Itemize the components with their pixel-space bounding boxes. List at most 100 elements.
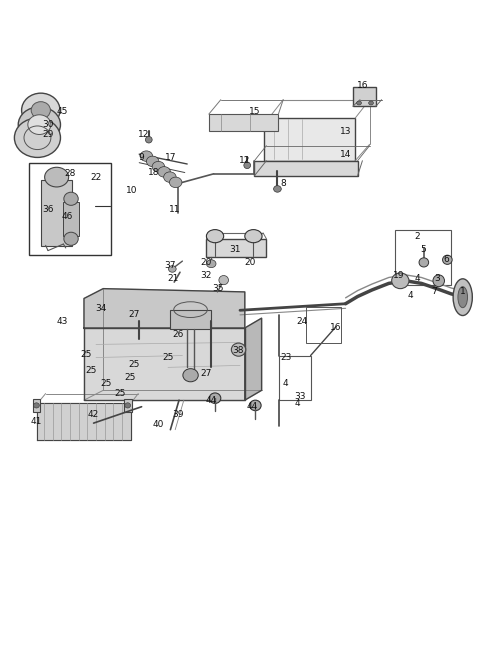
Ellipse shape [419, 258, 429, 267]
Polygon shape [37, 403, 131, 440]
Text: 9: 9 [139, 153, 144, 162]
Text: 25: 25 [114, 389, 126, 398]
Ellipse shape [274, 186, 281, 192]
Ellipse shape [45, 167, 69, 187]
Text: 34: 34 [95, 304, 107, 313]
Ellipse shape [458, 287, 468, 308]
Ellipse shape [231, 343, 246, 356]
Text: 23: 23 [280, 353, 291, 362]
Ellipse shape [206, 230, 224, 243]
Bar [33, 399, 40, 412]
Text: 4: 4 [283, 379, 288, 388]
Text: 24: 24 [297, 317, 308, 326]
Ellipse shape [244, 162, 251, 169]
Text: 38: 38 [232, 346, 243, 356]
Ellipse shape [245, 230, 262, 243]
Text: 1: 1 [460, 287, 466, 297]
Text: 33: 33 [294, 392, 306, 401]
Bar [264, 118, 355, 161]
Text: 5: 5 [420, 245, 426, 254]
Text: 25: 25 [85, 366, 97, 375]
Ellipse shape [18, 107, 60, 142]
FancyBboxPatch shape [29, 163, 111, 255]
Text: 13: 13 [340, 127, 351, 136]
Text: 17: 17 [165, 153, 176, 162]
Text: 8: 8 [280, 179, 286, 188]
Text: 15: 15 [249, 107, 260, 116]
Text: 25: 25 [162, 353, 174, 362]
Text: 7: 7 [432, 287, 437, 297]
Polygon shape [84, 328, 245, 400]
Ellipse shape [206, 260, 216, 268]
Ellipse shape [14, 118, 60, 157]
Text: 44: 44 [246, 402, 258, 411]
Bar [279, 356, 311, 400]
Text: 27: 27 [201, 369, 212, 379]
Text: 41: 41 [30, 417, 42, 426]
Text: 22: 22 [90, 173, 102, 182]
Ellipse shape [140, 151, 153, 161]
Bar [209, 114, 278, 131]
Polygon shape [84, 289, 245, 328]
Ellipse shape [169, 177, 182, 188]
Text: 4: 4 [295, 399, 300, 408]
Text: 3: 3 [434, 274, 440, 283]
Ellipse shape [152, 161, 165, 172]
Ellipse shape [146, 156, 159, 167]
Text: 2: 2 [415, 232, 420, 241]
Text: 4: 4 [415, 274, 420, 283]
Text: 18: 18 [148, 168, 159, 177]
Text: 45: 45 [57, 107, 68, 116]
Text: 20: 20 [244, 258, 255, 267]
Ellipse shape [392, 273, 409, 289]
Ellipse shape [168, 266, 176, 272]
Ellipse shape [28, 115, 51, 134]
Text: 28: 28 [64, 169, 75, 178]
Bar [353, 87, 376, 106]
Bar [124, 399, 132, 412]
Text: 25: 25 [124, 373, 135, 382]
Text: 12: 12 [138, 130, 150, 139]
Text: 14: 14 [340, 150, 351, 159]
Ellipse shape [31, 102, 50, 119]
Ellipse shape [183, 369, 198, 382]
Text: 39: 39 [172, 410, 183, 419]
Bar [63, 202, 79, 236]
Bar [84, 165, 97, 175]
Ellipse shape [433, 275, 444, 287]
Text: 4: 4 [408, 291, 413, 300]
Ellipse shape [209, 393, 221, 403]
Ellipse shape [158, 167, 170, 177]
Text: 21: 21 [167, 274, 179, 283]
Text: 25: 25 [129, 359, 140, 369]
Ellipse shape [34, 403, 39, 408]
Text: 30: 30 [42, 120, 54, 129]
Ellipse shape [219, 276, 228, 285]
Text: 16: 16 [330, 323, 342, 333]
Text: 37: 37 [165, 261, 176, 270]
Bar [306, 307, 341, 343]
Text: 25: 25 [81, 350, 92, 359]
Text: 29: 29 [42, 130, 54, 139]
Text: 10: 10 [126, 186, 138, 195]
Text: 11: 11 [169, 205, 181, 215]
Text: 31: 31 [229, 245, 241, 254]
Text: 42: 42 [88, 410, 99, 419]
Ellipse shape [453, 279, 472, 316]
Text: 35: 35 [213, 284, 224, 293]
Text: 12: 12 [239, 156, 251, 165]
Text: 40: 40 [153, 420, 164, 429]
Text: 46: 46 [61, 212, 73, 221]
Bar [170, 310, 211, 329]
Text: 25: 25 [100, 379, 111, 388]
Ellipse shape [357, 101, 361, 105]
Text: 44: 44 [205, 396, 217, 405]
Ellipse shape [250, 400, 261, 411]
Ellipse shape [22, 93, 60, 127]
Text: 43: 43 [57, 317, 68, 326]
Text: 32: 32 [201, 271, 212, 280]
Bar [395, 230, 451, 285]
Text: 26: 26 [172, 330, 183, 339]
Ellipse shape [64, 232, 78, 245]
Text: 6: 6 [444, 255, 449, 264]
